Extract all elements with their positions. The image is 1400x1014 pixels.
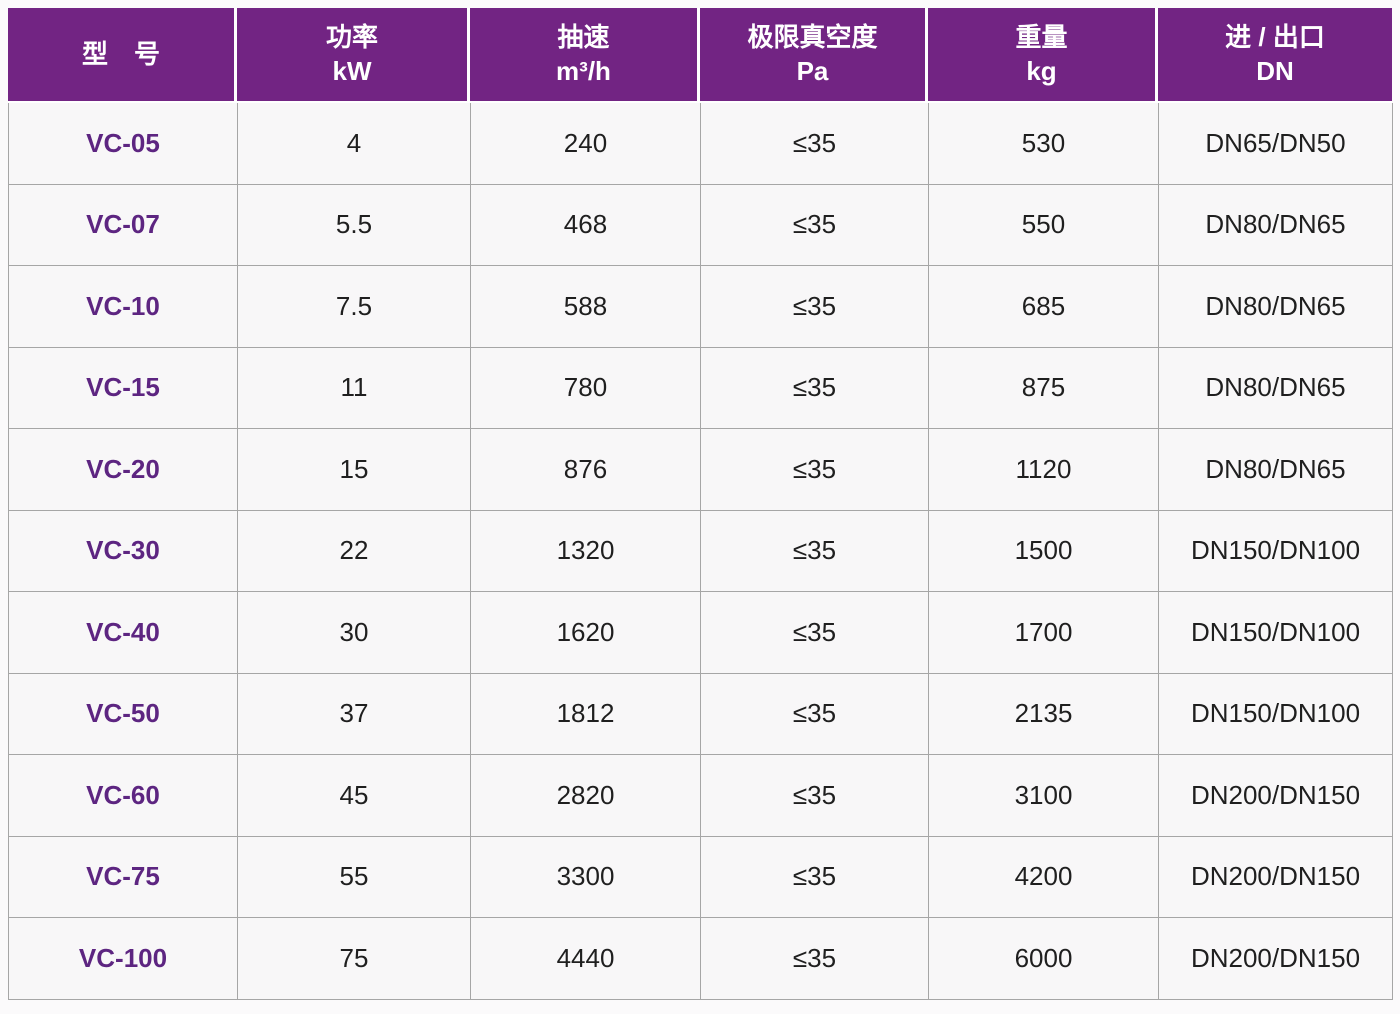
cell-vacuum-pa: ≤35 <box>701 103 929 185</box>
cell-model: VC-75 <box>9 836 238 918</box>
column-header-weight: 重量 kg <box>928 8 1158 103</box>
cell-vacuum-pa: ≤35 <box>701 347 929 429</box>
cell-model: VC-30 <box>9 510 238 592</box>
cell-weight-kg: 1500 <box>929 510 1159 592</box>
header-title: 重量 <box>1015 21 1068 52</box>
cell-vacuum-pa: ≤35 <box>701 184 929 266</box>
cell-speed-m3h: 468 <box>471 184 701 266</box>
cell-power-kw: 55 <box>238 836 471 918</box>
column-header-vacuum: 极限真空度 Pa <box>700 8 928 103</box>
cell-vacuum-pa: ≤35 <box>701 918 929 1000</box>
cell-vacuum-pa: ≤35 <box>701 266 929 348</box>
header-sub: DN <box>1256 55 1294 86</box>
cell-speed-m3h: 2820 <box>471 755 701 837</box>
header-title: 功率 <box>325 21 378 52</box>
cell-speed-m3h: 1812 <box>471 673 701 755</box>
cell-power-kw: 5.5 <box>238 184 471 266</box>
cell-weight-kg: 1700 <box>929 592 1159 674</box>
table-row: VC-07 5.5 468 ≤35 550 DN80/DN65 <box>9 184 1393 266</box>
header-sub: kW <box>332 55 372 86</box>
cell-speed-m3h: 4440 <box>471 918 701 1000</box>
cell-weight-kg: 1120 <box>929 429 1159 511</box>
cell-vacuum-pa: ≤35 <box>701 836 929 918</box>
table-row: VC-15 11 780 ≤35 875 DN80/DN65 <box>9 347 1393 429</box>
cell-ports-dn: DN80/DN65 <box>1159 429 1393 511</box>
cell-speed-m3h: 1320 <box>471 510 701 592</box>
cell-model: VC-20 <box>9 429 238 511</box>
cell-power-kw: 4 <box>238 103 471 185</box>
cell-weight-kg: 3100 <box>929 755 1159 837</box>
cell-vacuum-pa: ≤35 <box>701 755 929 837</box>
spec-table: 型 号 功率 kW 抽速 m³/h 极限真空度 Pa 重量 kg 进 / 出口 … <box>8 8 1393 1000</box>
cell-model: VC-15 <box>9 347 238 429</box>
header-title: 型 号 <box>81 38 160 69</box>
cell-power-kw: 30 <box>238 592 471 674</box>
cell-speed-m3h: 3300 <box>471 836 701 918</box>
cell-speed-m3h: 588 <box>471 266 701 348</box>
cell-model: VC-40 <box>9 592 238 674</box>
column-header-model: 型 号 <box>8 8 237 103</box>
cell-power-kw: 15 <box>238 429 471 511</box>
cell-weight-kg: 6000 <box>929 918 1159 1000</box>
table-row: VC-40 30 1620 ≤35 1700 DN150/DN100 <box>9 592 1393 674</box>
table-row: VC-75 55 3300 ≤35 4200 DN200/DN150 <box>9 836 1393 918</box>
table-row: VC-10 7.5 588 ≤35 685 DN80/DN65 <box>9 266 1393 348</box>
cell-weight-kg: 4200 <box>929 836 1159 918</box>
cell-speed-m3h: 1620 <box>471 592 701 674</box>
cell-ports-dn: DN80/DN65 <box>1159 266 1393 348</box>
column-header-power: 功率 kW <box>237 8 470 103</box>
cell-model: VC-07 <box>9 184 238 266</box>
cell-power-kw: 45 <box>238 755 471 837</box>
cell-power-kw: 37 <box>238 673 471 755</box>
cell-ports-dn: DN200/DN150 <box>1159 755 1393 837</box>
cell-speed-m3h: 240 <box>471 103 701 185</box>
cell-ports-dn: DN80/DN65 <box>1159 184 1393 266</box>
table-header-row: 型 号 功率 kW 抽速 m³/h 极限真空度 Pa 重量 kg 进 / 出口 … <box>8 8 1392 103</box>
cell-model: VC-60 <box>9 755 238 837</box>
cell-ports-dn: DN80/DN65 <box>1159 347 1393 429</box>
cell-ports-dn: DN150/DN100 <box>1159 510 1393 592</box>
cell-ports-dn: DN65/DN50 <box>1159 103 1393 185</box>
cell-power-kw: 75 <box>238 918 471 1000</box>
cell-power-kw: 11 <box>238 347 471 429</box>
cell-model: VC-05 <box>9 103 238 185</box>
cell-vacuum-pa: ≤35 <box>701 429 929 511</box>
header-title: 进 / 出口 <box>1225 21 1325 52</box>
table-body: VC-05 4 240 ≤35 530 DN65/DN50 VC-07 5.5 468 ≤35 55… <box>8 103 1393 1000</box>
header-sub: Pa <box>796 55 829 86</box>
table-row: VC-100 75 4440 ≤35 6000 DN200/DN150 <box>9 918 1393 1000</box>
cell-model: VC-100 <box>9 918 238 1000</box>
cell-ports-dn: DN150/DN100 <box>1159 673 1393 755</box>
cell-ports-dn: DN200/DN150 <box>1159 918 1393 1000</box>
cell-vacuum-pa: ≤35 <box>701 510 929 592</box>
cell-weight-kg: 530 <box>929 103 1159 185</box>
cell-power-kw: 22 <box>238 510 471 592</box>
header-sub: m³/h <box>556 55 611 86</box>
header-title: 抽速 <box>557 21 610 52</box>
table-row: VC-60 45 2820 ≤35 3100 DN200/DN150 <box>9 755 1393 837</box>
table-row: VC-20 15 876 ≤35 1120 DN80/DN65 <box>9 429 1393 511</box>
cell-ports-dn: DN150/DN100 <box>1159 592 1393 674</box>
cell-speed-m3h: 876 <box>471 429 701 511</box>
table-row: VC-50 37 1812 ≤35 2135 DN150/DN100 <box>9 673 1393 755</box>
table-row: VC-05 4 240 ≤35 530 DN65/DN50 <box>9 103 1393 185</box>
cell-weight-kg: 550 <box>929 184 1159 266</box>
cell-vacuum-pa: ≤35 <box>701 592 929 674</box>
column-header-ports: 进 / 出口 DN <box>1158 8 1392 103</box>
cell-ports-dn: DN200/DN150 <box>1159 836 1393 918</box>
column-header-speed: 抽速 m³/h <box>470 8 700 103</box>
cell-weight-kg: 875 <box>929 347 1159 429</box>
cell-power-kw: 7.5 <box>238 266 471 348</box>
cell-weight-kg: 2135 <box>929 673 1159 755</box>
cell-weight-kg: 685 <box>929 266 1159 348</box>
header-title: 极限真空度 <box>747 21 878 52</box>
cell-model: VC-10 <box>9 266 238 348</box>
table-row: VC-30 22 1320 ≤35 1500 DN150/DN100 <box>9 510 1393 592</box>
cell-speed-m3h: 780 <box>471 347 701 429</box>
cell-model: VC-50 <box>9 673 238 755</box>
header-sub: kg <box>1026 55 1057 86</box>
cell-vacuum-pa: ≤35 <box>701 673 929 755</box>
